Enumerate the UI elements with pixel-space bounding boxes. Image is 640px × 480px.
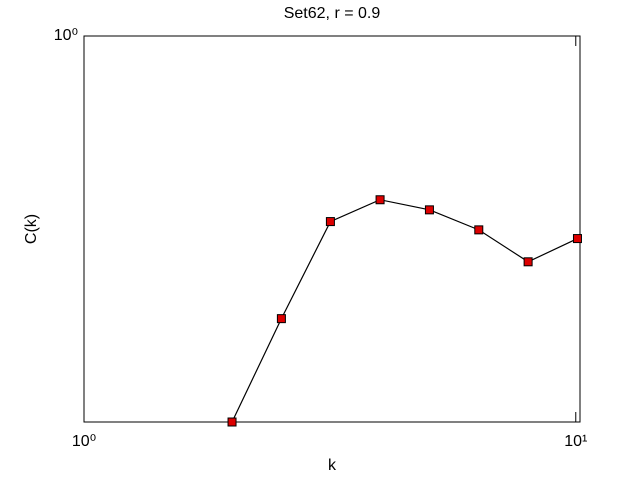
chart-title: Set62, r = 0.9 [284,5,381,22]
point [276,314,286,324]
point [474,225,484,235]
series-line [231,199,578,423]
x-tick-label: 10¹ [564,433,587,450]
point [572,234,582,244]
point [375,195,385,205]
point [325,217,335,227]
y-axis-label: C(k) [23,214,40,244]
point [424,205,434,215]
point [227,417,237,427]
x-axis-label: k [328,457,337,474]
point [523,257,533,267]
plot-area [83,35,581,423]
x-tick-label: 10⁰ [72,433,96,450]
y-tick-label: 10⁰ [54,27,78,44]
